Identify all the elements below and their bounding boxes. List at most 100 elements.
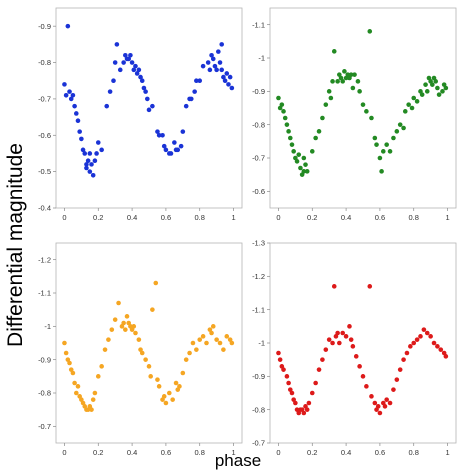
data-point bbox=[421, 327, 427, 332]
data-point bbox=[133, 63, 138, 69]
data-point bbox=[210, 324, 216, 329]
data-point bbox=[394, 377, 400, 382]
data-point bbox=[163, 147, 169, 153]
data-point bbox=[348, 337, 354, 342]
data-point bbox=[139, 350, 145, 356]
data-point bbox=[435, 85, 440, 91]
data-point bbox=[309, 390, 315, 396]
data-point bbox=[166, 390, 172, 396]
data-point bbox=[313, 135, 318, 141]
data-point bbox=[70, 92, 76, 98]
data-point bbox=[375, 404, 381, 409]
x-tick-label: 0 bbox=[276, 448, 280, 457]
data-point bbox=[133, 330, 138, 336]
y-tick-label: -0.6 bbox=[38, 131, 51, 140]
data-point bbox=[291, 149, 296, 154]
data-point bbox=[73, 390, 79, 396]
data-point bbox=[443, 354, 449, 359]
data-point bbox=[301, 410, 307, 416]
data-point bbox=[435, 344, 440, 349]
data-point bbox=[409, 105, 415, 111]
data-point bbox=[335, 79, 340, 84]
data-point bbox=[342, 69, 347, 74]
data-point bbox=[102, 347, 108, 352]
y-tick-label: -0.7 bbox=[38, 95, 51, 104]
data-point bbox=[387, 400, 393, 406]
data-point bbox=[95, 374, 101, 379]
plot-frame bbox=[269, 7, 457, 209]
data-point bbox=[128, 52, 133, 58]
data-point bbox=[284, 122, 290, 127]
data-point bbox=[309, 149, 315, 154]
data-point bbox=[217, 340, 223, 346]
data-point bbox=[75, 384, 81, 389]
data-point bbox=[63, 350, 69, 356]
data-point bbox=[161, 143, 167, 149]
x-tick-label: 0.6 bbox=[161, 448, 171, 457]
data-point bbox=[313, 380, 318, 386]
data-point bbox=[111, 78, 116, 84]
scatter-panel-3: 0 0.2 0.4 0.6 0.8 1 -0.7 -0.8 -0.9 -1 -1.1 -1.2 bbox=[38, 242, 243, 457]
scatter-panel-1: 0 0.2 0.4 0.6 0.8 1 -0.4 -0.5 -0.6 -0.7 -0.8 -0.9 bbox=[38, 7, 243, 222]
data-point bbox=[364, 384, 369, 389]
x-tick-label: 0.8 bbox=[195, 448, 205, 457]
data-point bbox=[347, 324, 352, 329]
x-tick-label: 0.6 bbox=[161, 213, 171, 222]
x-tick-label: 0.8 bbox=[195, 213, 205, 222]
data-point bbox=[428, 334, 433, 339]
data-point bbox=[73, 111, 79, 116]
data-point bbox=[424, 330, 430, 336]
data-point bbox=[436, 92, 442, 97]
data-point bbox=[163, 400, 169, 406]
data-point bbox=[90, 397, 96, 402]
data-point bbox=[145, 96, 150, 102]
data-point bbox=[84, 162, 89, 167]
data-point bbox=[360, 374, 366, 379]
data-point bbox=[178, 143, 184, 149]
data-point bbox=[209, 330, 214, 336]
data-point bbox=[276, 95, 281, 101]
data-point bbox=[423, 82, 428, 87]
data-point bbox=[286, 380, 291, 386]
data-point bbox=[304, 169, 310, 174]
data-point bbox=[391, 135, 396, 141]
data-point bbox=[443, 85, 449, 91]
data-point bbox=[301, 155, 307, 161]
data-point bbox=[353, 354, 359, 359]
data-point bbox=[401, 125, 406, 131]
y-tick-label: -1.3 bbox=[252, 239, 265, 248]
data-point bbox=[369, 394, 374, 399]
data-point bbox=[188, 96, 194, 102]
data-point bbox=[209, 52, 214, 58]
data-point bbox=[219, 42, 225, 47]
data-point bbox=[343, 334, 349, 339]
data-point bbox=[316, 367, 322, 372]
x-tick-label: 0 bbox=[62, 448, 66, 457]
data-point bbox=[229, 85, 235, 91]
y-tick-label: -0.9 bbox=[38, 22, 51, 31]
data-point bbox=[330, 340, 335, 346]
y-tick-label: -0.4 bbox=[38, 204, 51, 213]
x-tick-label: 0.2 bbox=[93, 213, 103, 222]
y-tick-label: -1.1 bbox=[252, 305, 265, 314]
data-point bbox=[89, 162, 94, 167]
data-point bbox=[180, 370, 186, 376]
data-point bbox=[384, 142, 389, 147]
y-tick-label: -0.8 bbox=[252, 120, 265, 129]
data-point bbox=[70, 370, 76, 376]
data-point bbox=[187, 350, 192, 356]
data-point bbox=[155, 377, 160, 382]
data-point bbox=[357, 89, 362, 94]
x-tick-label: 0.2 bbox=[307, 213, 317, 222]
data-point bbox=[286, 129, 291, 134]
data-point bbox=[192, 89, 197, 94]
data-point bbox=[75, 118, 81, 124]
x-tick-label: 1 bbox=[231, 213, 235, 222]
data-point bbox=[355, 79, 361, 84]
data-point bbox=[68, 96, 74, 102]
data-point bbox=[89, 407, 94, 412]
data-point bbox=[408, 344, 413, 349]
data-point bbox=[433, 79, 439, 84]
data-point bbox=[168, 151, 174, 156]
data-point bbox=[104, 103, 110, 109]
